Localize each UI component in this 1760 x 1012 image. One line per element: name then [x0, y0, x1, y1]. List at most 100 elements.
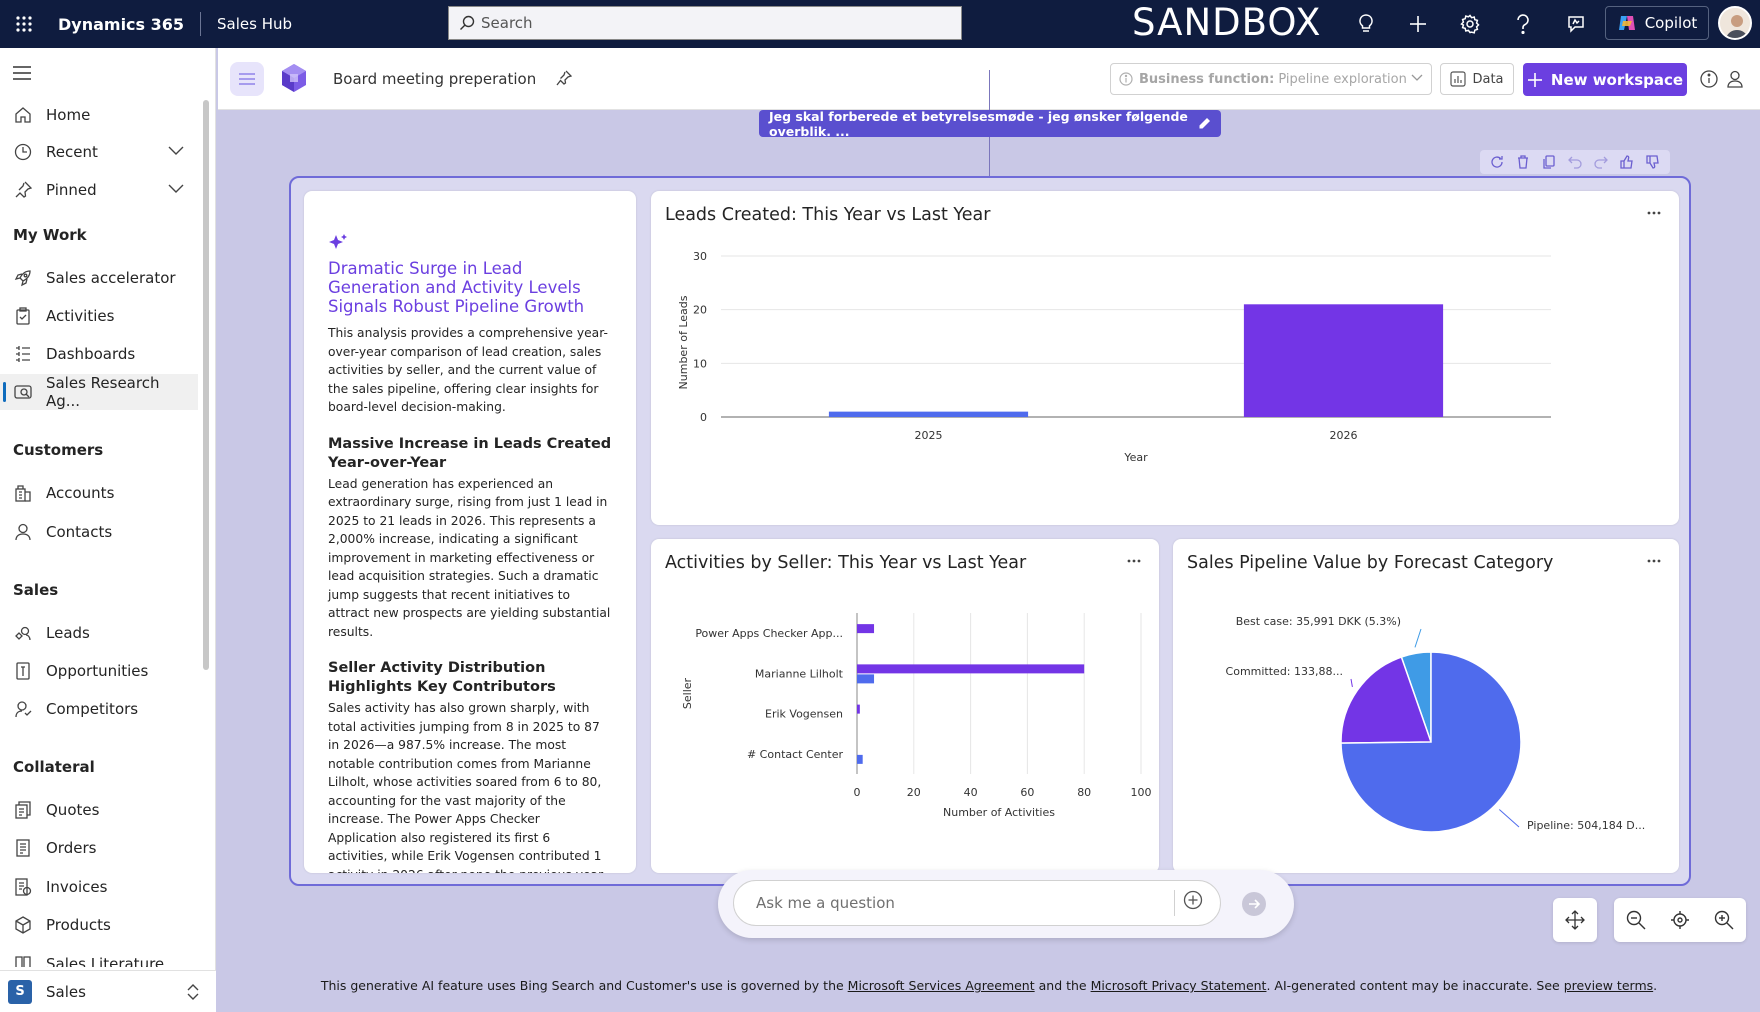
sidebar-item-label: Contacts — [46, 523, 113, 541]
avatar[interactable] — [1718, 6, 1752, 40]
x-tick-label: 40 — [964, 786, 978, 799]
services-agreement-link[interactable]: Microsoft Services Agreement — [847, 978, 1035, 993]
undo-icon[interactable] — [1568, 155, 1582, 169]
sidebar-item-sales-literature[interactable]: Sales Literature — [0, 945, 198, 967]
footer-text: . AI-generated content may be inaccurate… — [1266, 978, 1564, 993]
person-icon[interactable] — [1726, 70, 1744, 88]
y-tick-label: # Contact Center — [747, 748, 844, 761]
bar — [857, 624, 875, 634]
ask-input[interactable] — [733, 880, 1221, 926]
data-button-label: Data — [1472, 71, 1504, 87]
sidebar-item-accounts[interactable]: Accounts — [0, 475, 198, 511]
chevron-up-down-icon — [186, 983, 200, 1001]
business-function-select[interactable]: Business function: Pipeline exploration — [1110, 63, 1432, 95]
search-placeholder: Search — [481, 14, 533, 32]
more-options-icon[interactable] — [1647, 211, 1661, 215]
bar — [857, 754, 863, 764]
thumbs-down-icon[interactable] — [1646, 155, 1660, 169]
module-name[interactable]: Sales Hub — [217, 15, 293, 33]
x-tick-label: 100 — [1131, 786, 1152, 799]
book-icon — [13, 955, 33, 967]
redo-icon[interactable] — [1594, 155, 1608, 169]
research-icon — [13, 383, 33, 401]
delete-icon[interactable] — [1516, 155, 1530, 169]
sidebar-item-pinned[interactable]: Pinned — [0, 172, 198, 208]
area-name: Sales — [46, 982, 86, 1001]
sidebar-item-sales-accelerator[interactable]: Sales accelerator — [0, 260, 198, 296]
copilot-button[interactable]: Copilot — [1605, 6, 1709, 40]
help-icon[interactable] — [1511, 12, 1535, 36]
refresh-icon[interactable] — [1490, 155, 1504, 169]
data-button[interactable]: Data — [1440, 63, 1514, 95]
plus-icon[interactable] — [1406, 12, 1430, 36]
edit-icon[interactable] — [1198, 117, 1211, 130]
sidebar-scrollbar[interactable] — [203, 100, 209, 670]
sidebar-item-invoices[interactable]: Invoices — [0, 869, 198, 905]
area-switcher[interactable]: S Sales — [0, 970, 216, 1012]
sidebar-group-title: Customers — [13, 441, 104, 459]
business-function-value: Pipeline exploration — [1278, 71, 1407, 87]
thumbs-up-icon[interactable] — [1620, 155, 1634, 169]
privacy-statement-link[interactable]: Microsoft Privacy Statement — [1090, 978, 1267, 993]
leads-chart: 0 10 20 30 2025 2026 Year Number of Leads — [677, 250, 1551, 464]
send-icon[interactable] — [1242, 892, 1266, 916]
person-icon — [13, 523, 33, 541]
more-options-icon[interactable] — [1647, 559, 1661, 563]
environment-label: SANDBOX — [1132, 1, 1322, 44]
add-icon[interactable] — [1174, 890, 1203, 916]
prompt-pill[interactable]: Jeg skal forberede et betyrelsesmøde - j… — [759, 109, 1221, 139]
app-launcher-icon[interactable] — [0, 0, 48, 48]
gear-icon[interactable] — [1458, 12, 1482, 36]
sidebar-item-recent[interactable]: Recent — [0, 134, 198, 170]
bar — [857, 674, 875, 684]
search-box[interactable]: Search — [448, 6, 962, 40]
sidebar-item-home[interactable]: Home — [0, 97, 198, 133]
sidebar-item-sales-research-agent[interactable]: Sales Research Ag... — [0, 374, 198, 410]
y-tick-label: 0 — [700, 411, 707, 424]
more-options-icon[interactable] — [1127, 559, 1141, 563]
move-icon[interactable] — [1565, 910, 1585, 930]
sidebar-item-activities[interactable]: Activities — [0, 298, 198, 334]
workspace-list-button[interactable] — [230, 62, 264, 96]
feedback-icon[interactable] — [1564, 12, 1588, 36]
sidebar-item-label: Quotes — [46, 801, 100, 819]
copy-icon[interactable] — [1542, 155, 1556, 169]
zoom-in-icon[interactable] — [1714, 910, 1734, 930]
pie-slice-label: Pipeline: 504,184 D... — [1527, 819, 1645, 832]
clipboard-icon — [13, 307, 33, 325]
x-tick-label: 60 — [1020, 786, 1034, 799]
hamburger-menu-icon[interactable] — [13, 66, 33, 80]
y-tick-label: 30 — [693, 250, 707, 263]
clock-icon — [13, 143, 33, 161]
summary-card: Dramatic Surge in Lead Generation and Ac… — [304, 191, 636, 873]
preview-terms-link[interactable]: preview terms — [1563, 978, 1654, 993]
lightbulb-icon[interactable] — [1354, 12, 1378, 36]
sidebar-item-label: Dashboards — [46, 345, 136, 363]
sidebar-item-quotes[interactable]: Quotes — [0, 792, 198, 828]
chevron-down-icon[interactable] — [168, 184, 184, 194]
sidebar-item-label: Activities — [46, 307, 115, 325]
sidebar-item-contacts[interactable]: Contacts — [0, 514, 198, 550]
sidebar-item-dashboards[interactable]: Dashboards — [0, 336, 198, 372]
new-workspace-button[interactable]: New workspace — [1523, 63, 1687, 96]
pin-icon[interactable] — [556, 70, 572, 86]
chevron-down-icon[interactable] — [168, 146, 184, 156]
app-name[interactable]: Dynamics 365 — [58, 14, 185, 34]
sidebar-item-orders[interactable]: Orders — [0, 830, 198, 866]
fit-view-icon[interactable] — [1670, 910, 1690, 930]
sidebar-item-leads[interactable]: Leads — [0, 615, 198, 651]
zoom-out-icon[interactable] — [1626, 910, 1646, 930]
y-tick-label: Erik Vogensen — [765, 708, 843, 721]
sidebar-item-opportunities[interactable]: Opportunities — [0, 653, 198, 689]
summary-section-body: Lead generation has experienced an extra… — [328, 476, 611, 639]
sales-research-logo-icon — [280, 63, 308, 93]
sidebar-item-label: Accounts — [46, 484, 115, 502]
sidebar-item-label: Invoices — [46, 878, 108, 896]
sidebar-group-title: My Work — [13, 226, 87, 244]
sidebar-group-title: Sales — [13, 581, 59, 599]
sidebar-item-competitors[interactable]: Competitors — [0, 691, 198, 727]
box-icon — [13, 916, 33, 934]
copilot-icon — [1618, 16, 1635, 30]
info-icon[interactable] — [1700, 70, 1718, 88]
sidebar-item-products[interactable]: Products — [0, 907, 198, 943]
